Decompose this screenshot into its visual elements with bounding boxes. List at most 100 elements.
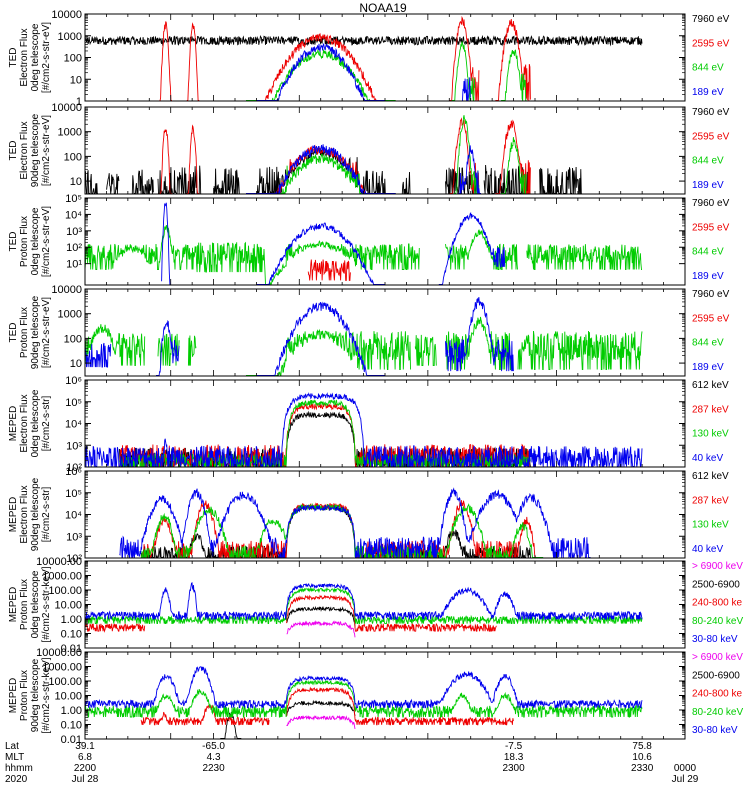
y-tick-label: 10000.00 [36, 556, 82, 568]
chart-title: NOAA19 [359, 1, 407, 15]
legend-entry: 2595 eV [692, 222, 730, 233]
x-row-label: MLT [5, 752, 24, 763]
legend-entry: 7960 eV [692, 289, 730, 300]
y-tick-label: 10.00 [54, 691, 82, 703]
series-meped-p-0-red [85, 594, 497, 633]
x-row-value: -7.5 [505, 741, 523, 752]
series-meped-e-0-green [119, 399, 531, 467]
panel-ted-p-90: 10 100 1000 10000 TED Proton Flux 90deg telesc… [8, 284, 730, 377]
y-axis-label: Electron Flux [19, 394, 30, 452]
legend-entry: 844 eV [692, 63, 724, 74]
y-tick-label: 10⁶ [65, 375, 82, 387]
legend-entry: 30-80 keV [692, 725, 738, 736]
legend-entry: 7960 eV [692, 198, 730, 209]
series-ted-p-90-blue [85, 297, 514, 376]
legend-entry: 287 keV [692, 404, 729, 415]
legend-entry: 189 eV [692, 87, 724, 98]
x-row-value: 2230 [202, 763, 225, 774]
x-row-value: 75.8 [632, 741, 652, 752]
x-row-label: hhmm [5, 763, 33, 774]
y-tick-label: 1.00 [61, 705, 82, 717]
legend-entry: 189 eV [692, 180, 724, 191]
panel-ted-e-0: 1 10 100 1000 10000 TED Electron Flux 0deg tele… [8, 9, 730, 108]
legend-entry: 30-80 keV [692, 634, 738, 645]
y-tick-label: 10⁴ [65, 419, 82, 431]
plot-frame [84, 13, 686, 102]
y-axis-label: MEPED [8, 406, 19, 442]
y-tick-label: 10⁴ [65, 209, 82, 221]
legend-entry: 80-240 keV [692, 616, 743, 627]
legend-entry: 2595 eV [692, 131, 730, 142]
x-axis-block: Lat 39.1 -65.0 -7.5 75.8 MLT 6.8 4.3 18.3 10.6 hhm… [5, 741, 699, 785]
legend-entry: 612 keV [692, 471, 729, 482]
series-ted-p-90-green [85, 316, 643, 376]
y-tick-label: 10² [66, 462, 82, 474]
x-row-label: Lat [5, 741, 19, 752]
series-meped-p-0-magenta [286, 620, 356, 638]
legend-entry: 130 keV [692, 429, 729, 440]
y-axis-label: TED [8, 141, 19, 161]
legend-entry: 2500-6900 [692, 670, 740, 681]
legend-entry: 7960 eV [692, 14, 730, 25]
legend-entry: 2595 eV [692, 313, 730, 324]
series-meped-p-90-red [140, 686, 514, 726]
y-tick-label: 0.01 [61, 734, 82, 746]
legend-entry: 240-800 ke [692, 598, 742, 609]
y-axis-label: Proton Flux [19, 579, 30, 630]
y-tick-label: 10000.00 [36, 647, 82, 659]
y-tick-label: 100.00 [48, 676, 82, 688]
x-row-label: 2020 [5, 774, 28, 785]
series-meped-p-90-green [85, 679, 643, 718]
y-tick-label: 10¹ [66, 259, 82, 271]
series-meped-p-0-blue [85, 582, 643, 620]
y-tick-label: 100 [64, 333, 82, 345]
y-tick-label: 1000.00 [42, 662, 82, 674]
y-axis-label: 0deg telescope [30, 389, 41, 457]
legend-entry: 844 eV [692, 338, 724, 349]
x-row-value: 2330 [631, 763, 654, 774]
legend-entry: 189 eV [692, 271, 724, 282]
y-tick-label: 10⁵ [65, 193, 82, 205]
legend-entry: 240-800 ke [692, 689, 742, 700]
plot-frame [84, 288, 686, 377]
y-tick-label: 100.00 [48, 585, 82, 597]
panel-meped-p-90: 0.01 0.10 1.00 10.00 100.00 1000.00 10000.00 ME… [8, 647, 743, 746]
y-axis-label: 90deg telescope [30, 658, 41, 732]
y-tick-label: 10.00 [54, 600, 82, 612]
y-tick-label: 1.00 [61, 614, 82, 626]
y-axis-label: MEPED [8, 587, 19, 623]
series-ted-p-0-red [307, 259, 351, 281]
legend-entry: 40 keV [692, 453, 723, 464]
y-axis-label: Proton Flux [19, 216, 30, 267]
y-tick-label: 10³ [66, 226, 82, 238]
y-axis-label: [#/cm2-s-str-eV] [41, 297, 52, 368]
plot-frame [84, 197, 686, 286]
series-meped-p-0-black [286, 605, 356, 629]
y-axis-label: [#/cm2-s-str] [41, 487, 52, 543]
legend-entry: 40 keV [692, 544, 723, 555]
x-row-value: 10.6 [632, 752, 652, 763]
y-axis-label: [#/cm2-s-str-eV] [41, 115, 52, 186]
legend-entry: 2500-6900 [692, 579, 740, 590]
series-ted-e-0-black [85, 34, 643, 47]
y-axis-label: MEPED [8, 678, 19, 714]
legend-entry: 7960 eV [692, 107, 730, 118]
x-row-value: Jul 28 [72, 774, 99, 785]
legend-entry: 612 keV [692, 380, 729, 391]
series-meped-e-0-blue [85, 392, 643, 467]
series-ted-e-0-red [159, 15, 531, 101]
y-axis-label: 0deg telescope [30, 207, 41, 275]
x-row-value: 6.8 [78, 752, 92, 763]
y-tick-label: 0.01 [61, 643, 82, 655]
y-axis-label: Proton Flux [19, 670, 30, 721]
y-tick-label: 10³ [66, 440, 82, 452]
series-ted-e-0-green [246, 41, 527, 101]
y-tick-label: 10 [70, 358, 82, 370]
legend-entry: 844 eV [692, 156, 724, 167]
y-axis-label: MEPED [8, 497, 19, 533]
x-row-value: 4.3 [207, 752, 221, 763]
y-tick-label: 10000 [51, 102, 82, 114]
panel-meped-e-0: 10² 10³ 10⁴ 10⁵ 10⁶ MEPED Electron Flux 0deg te… [8, 375, 729, 474]
y-axis-label: Proton Flux [19, 307, 30, 358]
